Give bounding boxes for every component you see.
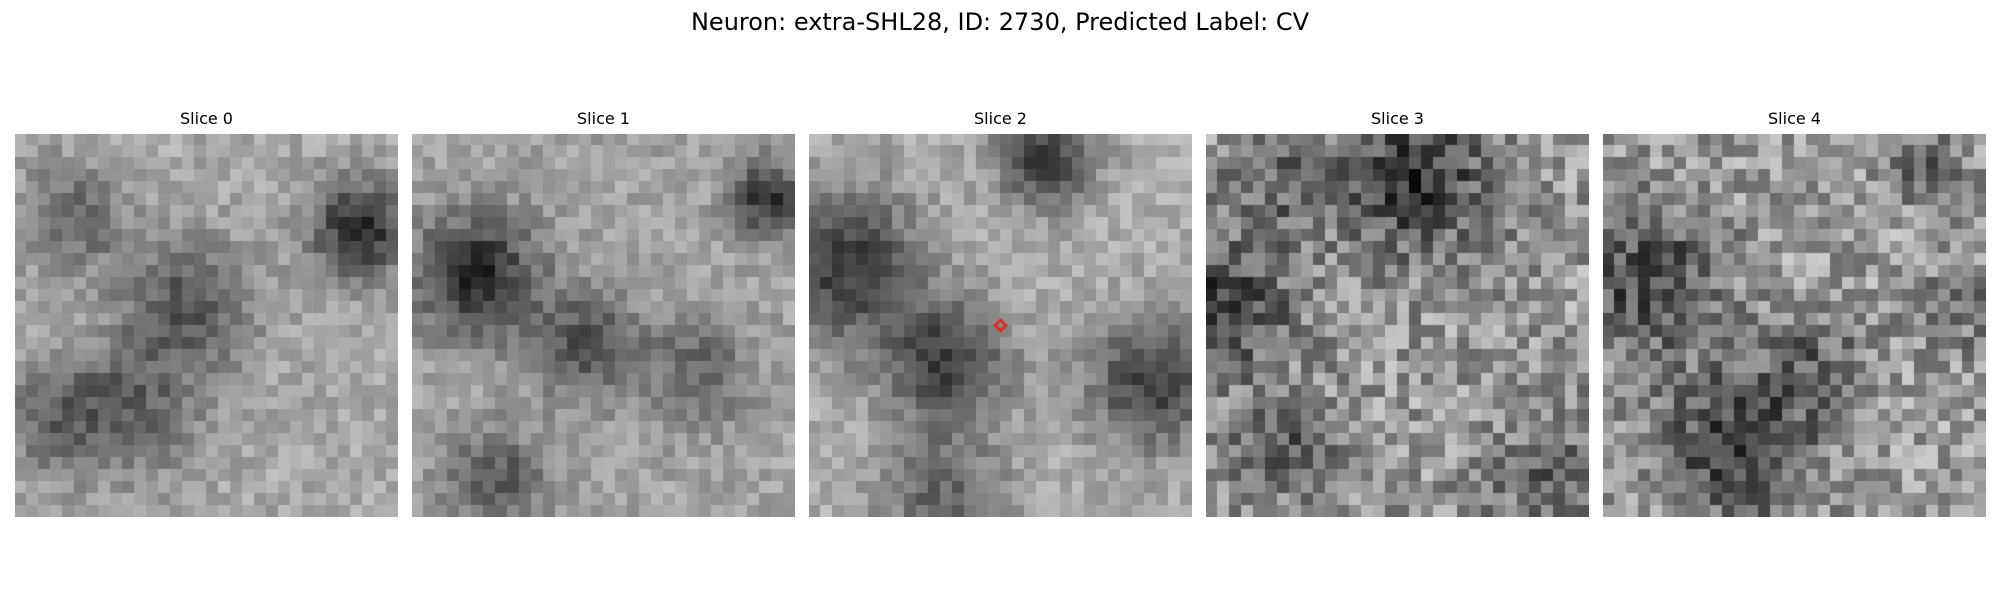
slice-image-3 xyxy=(1206,134,1589,517)
slice-panel-2: Slice 2 xyxy=(809,108,1192,518)
slice-panel-3: Slice 3 xyxy=(1206,108,1589,518)
slice-panel-0: Slice 0 xyxy=(15,108,398,518)
slice-image-2 xyxy=(809,134,1192,517)
slice-panel-1: Slice 1 xyxy=(412,108,795,518)
figure-title: Neuron: extra-SHL28, ID: 2730, Predicted… xyxy=(690,8,1310,36)
slice-title-4: Slice 4 xyxy=(1768,109,1821,128)
slice-image-1 xyxy=(412,134,795,517)
slice-panel-4: Slice 4 xyxy=(1603,108,1986,518)
slice-title-1: Slice 1 xyxy=(577,109,630,128)
slice-title-0: Slice 0 xyxy=(180,109,233,128)
slice-title-2: Slice 2 xyxy=(974,109,1027,128)
slice-title-3: Slice 3 xyxy=(1371,109,1424,128)
slice-image-4 xyxy=(1603,134,1986,517)
slice-image-0 xyxy=(15,134,398,517)
